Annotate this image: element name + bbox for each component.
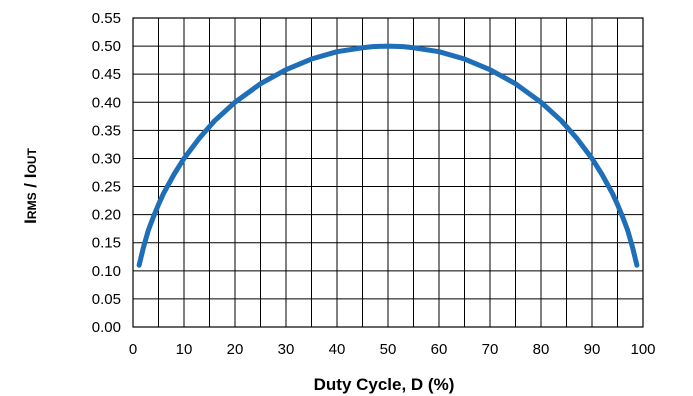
x-tick-label: 30: [278, 341, 295, 358]
y-tick-label: 0.00: [92, 319, 121, 336]
x-tick-label: 50: [380, 341, 397, 358]
y-axis-subscript-2: OUT: [25, 148, 39, 174]
x-tick-label: 100: [630, 341, 655, 358]
y-tick-label: 0.40: [92, 94, 121, 111]
y-tick-label: 0.05: [92, 291, 121, 308]
x-axis-title: Duty Cycle, D (%): [314, 375, 455, 394]
x-tick-label: 40: [329, 341, 346, 358]
y-tick-label: 0.30: [92, 150, 121, 167]
y-tick-label: 0.15: [92, 235, 121, 252]
y-tick-label: 0.25: [92, 179, 121, 196]
y-tick-label: 0.50: [92, 38, 121, 55]
y-axis-title: IRMS / IOUT: [21, 148, 40, 224]
x-tick-label: 60: [431, 341, 448, 358]
y-axis-subscript-1: RMS: [25, 192, 39, 219]
series-line: [136, 43, 640, 268]
x-tick-label: 0: [129, 341, 137, 358]
x-tick-label: 70: [482, 341, 499, 358]
y-tick-label: 0.55: [92, 10, 121, 27]
plot-frame: [132, 17, 644, 328]
x-tick-label: 90: [584, 341, 601, 358]
x-tick-label: 20: [227, 341, 244, 358]
x-tick-label: 10: [176, 341, 193, 358]
grid: [133, 18, 643, 327]
y-tick-labels: 0.00 0.05 0.10 0.15 0.20 0.25 0.30 0.35 0.40 0.45…: [92, 10, 121, 336]
y-tick-label: 0.45: [92, 66, 121, 83]
y-tick-label: 0.35: [92, 122, 121, 139]
x-tick-labels: 0 10 20 30 40 50 60 70 80 90 100: [129, 341, 656, 358]
y-tick-label: 0.10: [92, 263, 121, 280]
y-tick-label: 0.20: [92, 207, 121, 224]
x-tick-label: 80: [533, 341, 550, 358]
